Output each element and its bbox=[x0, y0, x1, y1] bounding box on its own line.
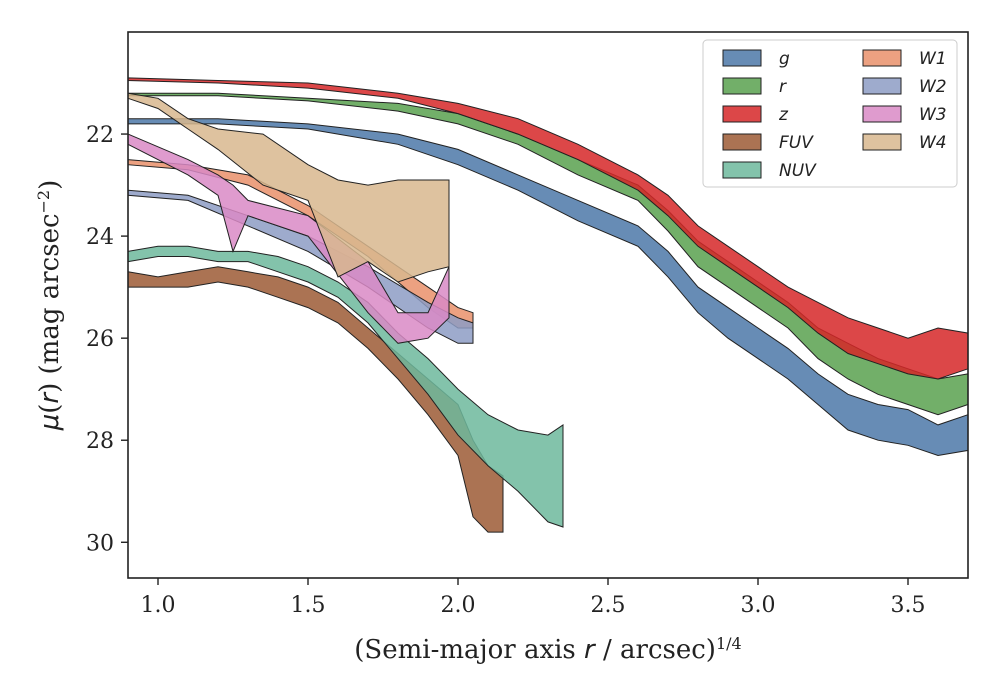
legend-swatch-w1 bbox=[862, 49, 902, 67]
y-tick-label: 28 bbox=[86, 429, 114, 454]
x-tick-label: 2.0 bbox=[441, 593, 476, 618]
band-nuv bbox=[127, 245, 564, 528]
legend-label-nuv: NUV bbox=[779, 161, 817, 181]
legend-swatch-nuv bbox=[722, 161, 762, 179]
axes-layer: 1.0 1.5 2.0 2.5 3.0 3.5 22 24 26 28 30 bbox=[86, 31, 969, 618]
x-tick-label: 3.5 bbox=[891, 593, 926, 618]
x-tick-label: 1.5 bbox=[291, 593, 326, 618]
legend-label-r: r bbox=[779, 77, 787, 97]
y-tick-label: 24 bbox=[86, 225, 114, 250]
legend-label-z: z bbox=[778, 105, 789, 125]
legend-swatch-g bbox=[722, 49, 762, 67]
legend-label-w1: W1 bbox=[919, 49, 947, 69]
bands-layer bbox=[127, 77, 969, 533]
legend-swatch-fuv bbox=[722, 133, 762, 151]
y-tick-label: 26 bbox=[86, 327, 114, 352]
legend: grz FUV NUV W1 W2 W3 W4 bbox=[702, 39, 958, 188]
legend-label-w4: W4 bbox=[919, 133, 947, 153]
legend-swatch-w4 bbox=[862, 133, 902, 151]
x-tick-label: 3.0 bbox=[741, 593, 776, 618]
x-axis-label: (Semi-major axis r / arcsec)1/4 bbox=[354, 634, 741, 666]
band-fuv bbox=[127, 266, 504, 533]
legend-label-g: g bbox=[779, 49, 790, 69]
y-tick-label: 22 bbox=[86, 123, 114, 148]
band-w4 bbox=[127, 92, 450, 283]
x-tick-label: 1.0 bbox=[141, 593, 176, 618]
band-w3 bbox=[127, 133, 450, 344]
legend-label-w2: W2 bbox=[919, 77, 947, 97]
legend-label-fuv: FUV bbox=[779, 133, 814, 153]
plot-frame bbox=[127, 31, 969, 579]
legend-swatch-z bbox=[722, 105, 762, 123]
legend-label-w3: W3 bbox=[919, 105, 947, 125]
legend-swatch-w3 bbox=[862, 105, 902, 123]
x-tick-label: 2.5 bbox=[591, 593, 626, 618]
legend-swatch-r bbox=[722, 77, 762, 95]
y-axis-label: μ(r) (mag arcsec−2) bbox=[34, 180, 66, 432]
legend-swatch-w2 bbox=[862, 77, 902, 95]
y-tick-label: 30 bbox=[86, 531, 114, 556]
